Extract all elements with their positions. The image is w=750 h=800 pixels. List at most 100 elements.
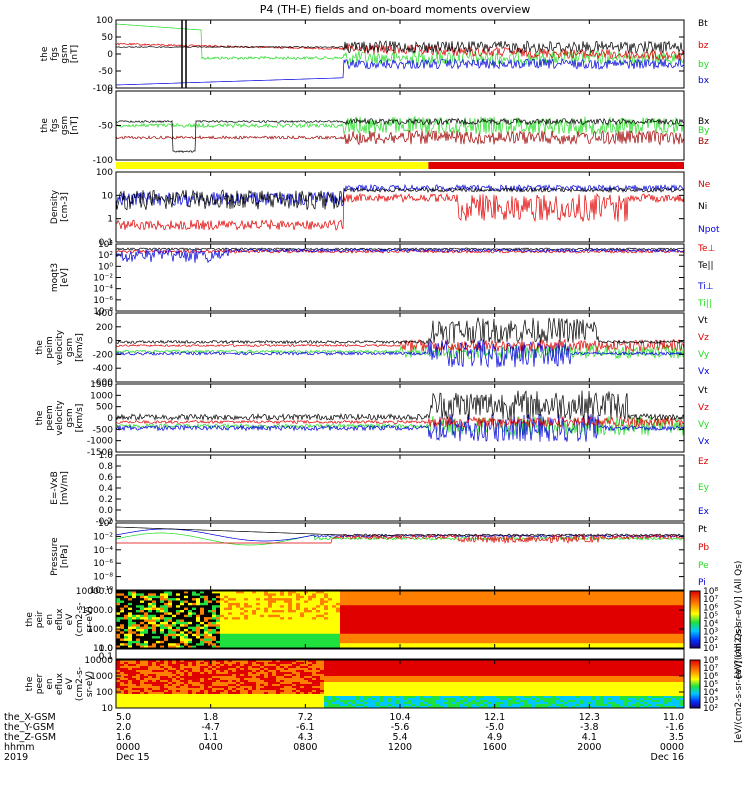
heatmap-cell xyxy=(136,638,141,642)
heatmap-cell xyxy=(488,633,493,637)
heatmap-cell xyxy=(264,595,269,599)
heatmap-cell xyxy=(168,619,173,623)
heatmap-cell xyxy=(228,626,233,630)
heatmap-cell xyxy=(592,593,597,597)
heatmap-cell xyxy=(524,607,529,611)
heatmap-cell xyxy=(184,598,189,602)
heatmap-cell xyxy=(232,602,237,606)
trace-line xyxy=(116,339,684,369)
heatmap-cell xyxy=(408,631,413,635)
heatmap-cell xyxy=(232,662,237,665)
heatmap-cell xyxy=(116,598,121,602)
heatmap-cell xyxy=(212,698,217,701)
heatmap-cell xyxy=(296,688,301,691)
heatmap-cell xyxy=(524,626,529,630)
heatmap-cell xyxy=(164,605,169,609)
heatmap-cell xyxy=(624,593,629,597)
heatmap-cell xyxy=(552,636,557,640)
heatmap-cell xyxy=(576,612,581,616)
heatmap-cell xyxy=(420,643,425,647)
heatmap-cell xyxy=(308,702,313,705)
heatmap-cell xyxy=(160,704,165,707)
heatmap-cell xyxy=(308,607,313,611)
heatmap-cell xyxy=(552,610,557,613)
heatmap-cell xyxy=(676,640,681,644)
colorbar-tick-label: 10⁴ xyxy=(703,620,718,630)
heatmap-cell xyxy=(136,690,141,693)
heatmap-cell xyxy=(216,610,221,613)
heatmap-cell xyxy=(256,662,261,665)
heatmap-cell xyxy=(188,633,193,637)
heatmap-cell xyxy=(564,593,569,597)
heatmap-cell xyxy=(128,662,133,665)
heatmap-cell xyxy=(364,619,369,623)
heatmap-cell xyxy=(244,645,249,648)
heatmap-cell xyxy=(644,610,649,613)
heatmap-cell xyxy=(632,600,637,604)
heatmap-cell xyxy=(132,614,137,618)
heatmap-cell xyxy=(536,619,541,623)
heatmap-cell xyxy=(608,631,613,635)
heatmap-cell xyxy=(432,629,437,632)
heatmap-cell xyxy=(520,626,525,630)
heatmap-cell xyxy=(600,645,605,648)
heatmap-cell xyxy=(132,598,137,602)
heatmap-cell xyxy=(400,591,405,594)
heatmap-cell xyxy=(144,676,149,679)
heatmap-cell xyxy=(156,621,161,625)
heatmap-cell xyxy=(640,612,645,616)
heatmap-cell xyxy=(228,690,233,693)
heatmap-cell xyxy=(192,700,197,703)
heatmap-cell xyxy=(300,678,305,681)
heatmap-cell xyxy=(660,598,665,602)
heatmap-cell xyxy=(416,614,421,618)
heatmap-cell xyxy=(396,636,401,640)
heatmap-cell xyxy=(464,619,469,623)
heatmap-cell xyxy=(536,607,541,611)
heatmap-cell xyxy=(272,624,277,628)
heatmap-cell xyxy=(376,600,381,604)
heatmap-cell xyxy=(468,640,473,644)
heatmap-cell xyxy=(288,694,293,697)
heatmap-cell xyxy=(200,598,205,602)
heatmap-cell xyxy=(544,602,549,606)
heatmap-cell xyxy=(468,617,473,621)
heatmap-cell xyxy=(124,696,129,699)
heatmap-cell xyxy=(200,688,205,691)
heatmap-cell xyxy=(476,612,481,616)
heatmap-cell xyxy=(608,629,613,632)
heatmap-cell xyxy=(268,666,273,669)
heatmap-cell xyxy=(184,666,189,669)
heatmap-cell xyxy=(252,700,257,703)
heatmap-cell xyxy=(516,636,521,640)
heatmap-cell xyxy=(508,605,513,609)
heatmap-cell xyxy=(300,670,305,673)
heatmap-cell xyxy=(680,605,684,609)
heatmap-cell xyxy=(556,612,561,616)
heatmap-cell xyxy=(512,593,517,597)
heatmap-cell xyxy=(516,638,521,642)
heatmap-cell xyxy=(156,700,161,703)
heatmap-cell xyxy=(212,624,217,628)
heatmap-cell xyxy=(676,595,681,599)
heatmap-cell xyxy=(244,680,249,683)
heatmap-cell xyxy=(476,595,481,599)
heatmap-cell xyxy=(336,643,341,647)
heatmap-cell xyxy=(204,591,209,594)
heatmap-cell xyxy=(392,605,397,609)
heatmap-cell xyxy=(300,666,305,669)
heatmap-cell xyxy=(300,643,305,647)
heatmap-cell xyxy=(292,617,297,621)
heatmap-cell xyxy=(208,614,213,618)
heatmap-cell xyxy=(248,662,253,665)
heatmap-cell xyxy=(264,598,269,602)
heatmap-cell xyxy=(224,626,229,630)
heatmap-cell xyxy=(572,600,577,604)
heatmap-cell xyxy=(220,617,225,621)
heatmap-cell xyxy=(252,593,257,597)
heatmap-cell xyxy=(208,696,213,699)
heatmap-cell xyxy=(172,602,177,606)
heatmap-cell xyxy=(204,664,209,667)
heatmap-cell xyxy=(372,617,377,621)
heatmap-cell xyxy=(368,626,373,630)
